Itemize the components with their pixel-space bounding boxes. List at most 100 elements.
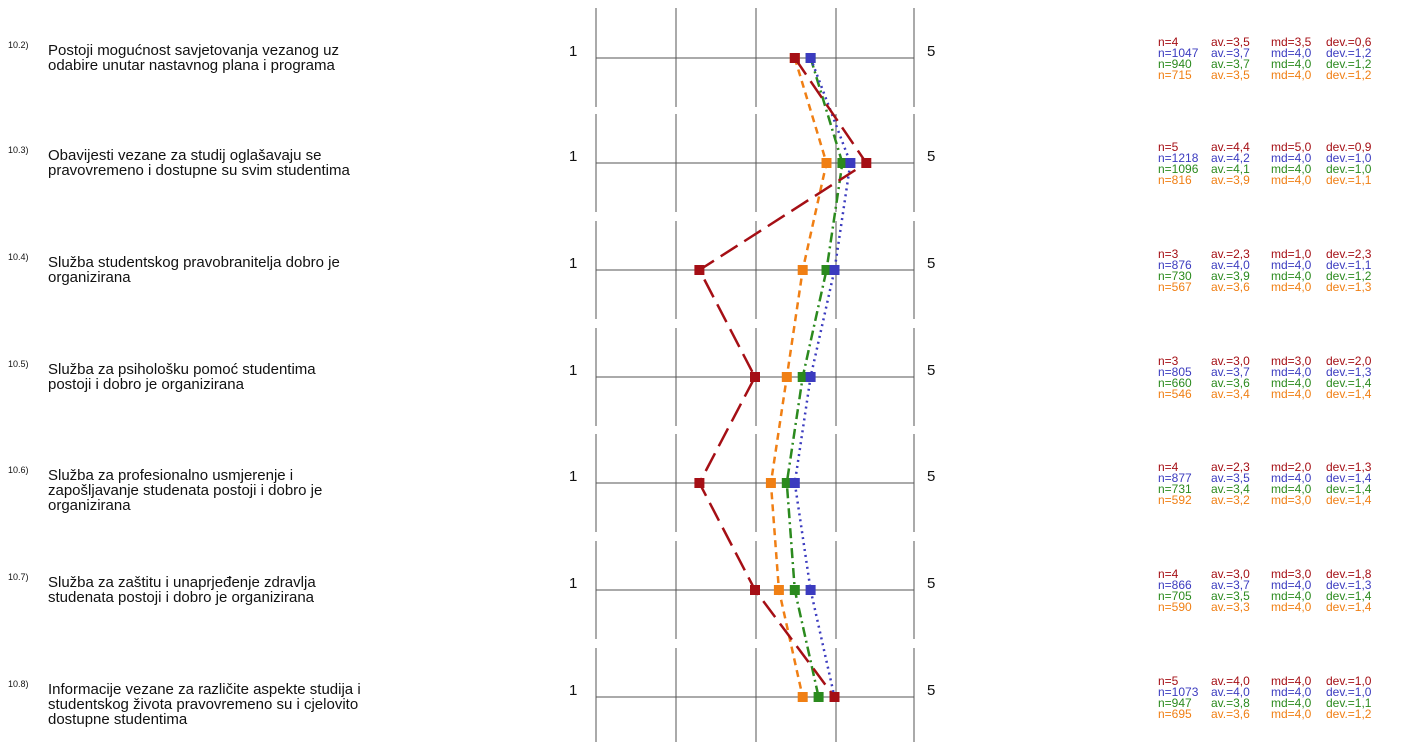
data-point xyxy=(781,372,792,382)
stat-md: md=3,0 xyxy=(1271,493,1312,507)
stat-dev: dev.=2,3 xyxy=(1326,247,1372,261)
stat-av: av.=3,5 xyxy=(1211,471,1250,485)
stat-md: md=4,0 xyxy=(1271,57,1312,71)
stat-dev: dev.=1,4 xyxy=(1326,387,1372,401)
stat-dev: dev.=1,8 xyxy=(1326,567,1372,581)
stat-md: md=4,0 xyxy=(1271,151,1312,165)
stats-row: n=5 av.=4,4 md=5,0 dev.=0,9 xyxy=(1158,140,1371,154)
stat-dev: dev.=1,4 xyxy=(1326,376,1372,390)
stat-md: md=4,0 xyxy=(1271,365,1312,379)
stat-n: n=567 xyxy=(1158,280,1192,294)
data-point xyxy=(797,372,808,382)
item-question: Postoji mogućnost savjetovanja vezanog u… xyxy=(48,43,478,73)
data-point xyxy=(694,265,705,275)
item-stats: n=4 av.=3,0 md=3,0 dev.=1,8 n=866 av.=3,7 md=4… xyxy=(1158,567,1372,614)
stat-md: md=4,0 xyxy=(1271,68,1312,82)
stat-dev: dev.=1,1 xyxy=(1326,173,1372,187)
stat-n: n=660 xyxy=(1158,376,1192,390)
stat-md: md=4,0 xyxy=(1271,685,1312,699)
scale-max-label: 5 xyxy=(927,468,936,485)
stats-row: n=592 av.=3,2 md=3,0 dev.=1,4 xyxy=(1158,493,1371,507)
stat-md: md=3,0 xyxy=(1271,354,1312,368)
data-point xyxy=(789,478,800,488)
stat-av: av.=4,2 xyxy=(1211,151,1250,165)
stat-md: md=4,0 xyxy=(1271,589,1312,603)
item-stats: n=5 av.=4,4 md=5,0 dev.=0,9 n=1218 av.=4,2 md=… xyxy=(1158,140,1372,187)
stat-n: n=3 xyxy=(1158,247,1179,261)
stat-dev: dev.=1,4 xyxy=(1326,471,1372,485)
data-point xyxy=(750,372,760,382)
data-point xyxy=(837,158,848,168)
stats-row: n=1073 av.=4,0 md=4,0 dev.=1,0 xyxy=(1158,685,1371,699)
stat-md: md=4,0 xyxy=(1271,258,1312,272)
stat-dev: dev.=1,3 xyxy=(1326,365,1372,379)
question-line: postoji i dobro je organizirana xyxy=(48,376,244,393)
scale-min-label: 1 xyxy=(569,682,578,699)
stat-md: md=3,5 xyxy=(1271,35,1312,49)
stat-av: av.=4,0 xyxy=(1211,674,1250,688)
question-line: Služba studentskog pravobranitelja dobro… xyxy=(48,254,340,271)
data-point xyxy=(829,692,840,702)
item-question: Služba studentskog pravobranitelja dobro… xyxy=(48,255,478,285)
item-stats: n=3 av.=2,3 md=1,0 dev.=2,3 n=876 av.=4,0 md=4… xyxy=(1158,247,1372,294)
question-line: pravovremeno i dostupne su svim studenti… xyxy=(48,162,350,179)
question-line: dostupne studentima xyxy=(48,711,188,728)
stat-av: av.=3,8 xyxy=(1211,696,1250,710)
stats-row: n=715 av.=3,5 md=4,0 dev.=1,2 xyxy=(1158,68,1371,82)
stat-md: md=4,0 xyxy=(1271,600,1312,614)
scale-min-label: 1 xyxy=(569,255,578,272)
stat-av: av.=4,0 xyxy=(1211,258,1250,272)
stat-av: av.=3,5 xyxy=(1211,68,1250,82)
data-point xyxy=(789,53,800,63)
question-line: Obavijesti vezane za studij oglašavaju s… xyxy=(48,147,322,164)
stat-av: av.=3,3 xyxy=(1211,600,1250,614)
stat-md: md=4,0 xyxy=(1271,471,1312,485)
stat-av: av.=4,0 xyxy=(1211,685,1250,699)
item-stats: n=5 av.=4,0 md=4,0 dev.=1,0 n=1073 av.=4,0 md=… xyxy=(1158,674,1372,721)
question-line: organizirana xyxy=(48,269,131,286)
stat-dev: dev.=1,2 xyxy=(1326,46,1372,60)
stat-n: n=730 xyxy=(1158,269,1192,283)
stat-md: md=4,0 xyxy=(1271,707,1312,721)
item-stats: n=4 av.=2,3 md=2,0 dev.=1,3 n=877 av.=3,5 md=4… xyxy=(1158,460,1372,507)
data-point xyxy=(821,265,832,275)
stat-dev: dev.=1,4 xyxy=(1326,589,1372,603)
data-point xyxy=(781,478,792,488)
stat-n: n=1047 xyxy=(1158,46,1199,60)
question-line: odabire unutar nastavnog plana i program… xyxy=(48,57,335,74)
item-question: Informacije vezane za različite aspekte … xyxy=(48,682,478,727)
stat-md: md=2,0 xyxy=(1271,460,1312,474)
stat-av: av.=3,5 xyxy=(1211,35,1250,49)
stat-n: n=4 xyxy=(1158,460,1179,474)
data-point xyxy=(750,585,760,595)
item-number: 10.2) xyxy=(8,40,29,50)
stat-md: md=4,0 xyxy=(1271,696,1312,710)
stat-n: n=546 xyxy=(1158,387,1192,401)
data-point xyxy=(797,265,808,275)
stat-dev: dev.=1,0 xyxy=(1326,151,1372,165)
stat-dev: dev.=0,6 xyxy=(1326,35,1372,49)
stat-md: md=1,0 xyxy=(1271,247,1312,261)
stat-md: md=4,0 xyxy=(1271,482,1312,496)
stat-md: md=5,0 xyxy=(1271,140,1312,154)
stat-n: n=4 xyxy=(1158,567,1179,581)
stat-n: n=4 xyxy=(1158,35,1179,49)
stats-row: n=816 av.=3,9 md=4,0 dev.=1,1 xyxy=(1158,173,1372,187)
stat-dev: dev.=2,0 xyxy=(1326,354,1372,368)
question-line: organizirana xyxy=(48,497,131,514)
question-line: Postoji mogućnost savjetovanja vezanog u… xyxy=(48,42,340,59)
item-question: Služba za profesionalno usmjerenje i zapo… xyxy=(48,468,478,513)
stat-dev: dev.=1,2 xyxy=(1326,57,1372,71)
stat-n: n=940 xyxy=(1158,57,1192,71)
stats-row: n=567 av.=3,6 md=4,0 dev.=1,3 xyxy=(1158,280,1371,294)
stat-dev: dev.=1,4 xyxy=(1326,600,1372,614)
stats-row: n=730 av.=3,9 md=4,0 dev.=1,2 xyxy=(1158,269,1371,283)
data-point xyxy=(821,158,832,168)
data-point xyxy=(805,585,816,595)
stat-dev: dev.=1,0 xyxy=(1326,674,1372,688)
stat-md: md=4,0 xyxy=(1271,674,1312,688)
stat-md: md=4,0 xyxy=(1271,269,1312,283)
item-number: 10.7) xyxy=(8,572,29,582)
stat-n: n=947 xyxy=(1158,696,1192,710)
